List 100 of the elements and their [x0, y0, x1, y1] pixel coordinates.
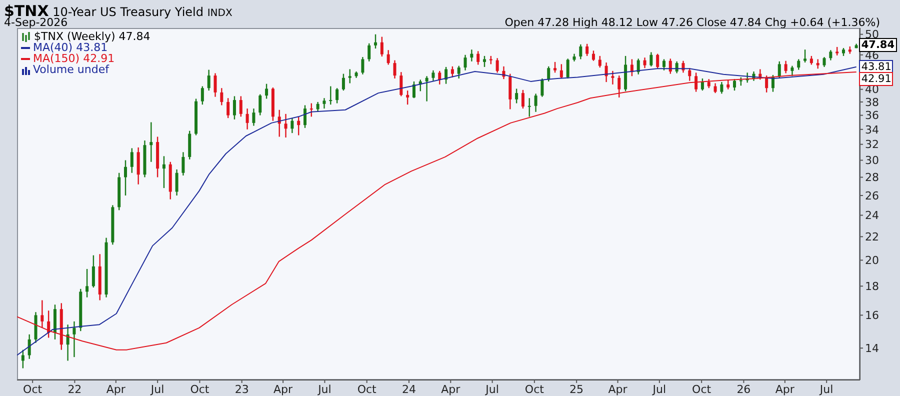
- x-tick-label: Oct: [524, 382, 545, 396]
- candlestick: [200, 86, 204, 106]
- candlestick: [540, 78, 544, 98]
- candlestick: [700, 78, 704, 92]
- candlestick: [130, 148, 134, 174]
- candlestick: [342, 73, 345, 92]
- candlestick: [650, 52, 653, 67]
- candlestick: [822, 56, 826, 68]
- candlestick: [361, 56, 364, 75]
- candlestick: [150, 122, 153, 162]
- candlestick: [515, 88, 518, 104]
- candlestick: [778, 60, 781, 78]
- candlestick: [476, 50, 480, 66]
- candlestick: [232, 96, 236, 120]
- candlestick: [393, 60, 396, 80]
- candlestick: [586, 43, 589, 57]
- x-tick-label: Apr: [274, 382, 294, 396]
- candlestick: [720, 81, 724, 94]
- candlestick: [329, 86, 332, 106]
- x-tick-label: 25: [570, 382, 584, 396]
- candlestick: [707, 78, 710, 89]
- candlestick: [714, 82, 717, 94]
- y-tick-label: 16: [865, 309, 879, 322]
- candlestick: [220, 88, 224, 106]
- candlestick: [252, 108, 256, 126]
- y-tick-label: 38: [865, 96, 879, 109]
- y-tick-label: 34: [865, 123, 879, 136]
- candlestick: [239, 96, 242, 118]
- candlestick: [246, 108, 249, 130]
- y-tick-label: 22: [865, 230, 879, 244]
- x-tick-label: 23: [234, 382, 249, 396]
- candlestick: [611, 70, 614, 86]
- candlestick: [336, 88, 339, 104]
- candlestick: [598, 55, 602, 68]
- candlestick: [829, 50, 832, 61]
- candlestick: [136, 146, 140, 185]
- x-tick-label: Oct: [357, 382, 378, 396]
- candlestick: [464, 54, 467, 71]
- candlestick: [804, 48, 807, 64]
- candlestick: [592, 50, 595, 62]
- candlestick: [368, 42, 371, 62]
- candlestick: [28, 334, 31, 360]
- candlestick: [290, 117, 294, 134]
- candlestick: [482, 55, 486, 68]
- candlestick: [21, 349, 24, 369]
- legend-label: MA(150) 42.91: [32, 52, 116, 65]
- candlestick: [496, 58, 499, 74]
- candlestick: [284, 113, 288, 138]
- y-tick-label: 30: [865, 154, 879, 168]
- y-tick-label: 32: [865, 138, 879, 152]
- x-tick-label: Jul: [484, 382, 499, 396]
- candlestick: [265, 83, 268, 100]
- candlestick: [310, 102, 313, 118]
- x-tick-label: Jul: [150, 382, 164, 396]
- candlestick: [444, 66, 448, 84]
- candlestick: [226, 98, 230, 119]
- x-tick-label: Apr: [441, 382, 461, 396]
- x-tick-label: 22: [68, 382, 82, 396]
- candlestick: [425, 76, 428, 102]
- x-tick-label: 24: [402, 382, 416, 396]
- candlestick: [643, 56, 646, 69]
- annotation: Volume undef: [32, 63, 110, 76]
- candlestick: [534, 93, 538, 112]
- candlestick: [316, 101, 320, 112]
- x-tick-label: Apr: [106, 382, 126, 396]
- candlestick: [72, 320, 76, 358]
- candlestick: [566, 58, 570, 80]
- candlestick: [662, 58, 666, 71]
- chart-subtitle: 4-Sep-2026: [4, 16, 68, 29]
- annotation: Open 47.28 High 48.12 Low 47.26 Close 47.84 Chg +0.64 (+1.36%): [504, 16, 880, 29]
- candlestick: [579, 44, 582, 60]
- candlestick: [797, 58, 800, 70]
- candlestick: [508, 73, 512, 110]
- candlestick: [470, 48, 474, 62]
- candlestick: [790, 65, 794, 77]
- x-tick-label: Apr: [775, 382, 795, 396]
- candlestick: [618, 74, 621, 98]
- candlestick: [457, 65, 460, 80]
- candlestick: [547, 66, 550, 82]
- x-tick-label: Jul: [818, 382, 834, 396]
- y-tick-label: 36: [865, 109, 879, 122]
- candlestick: [400, 71, 403, 97]
- candlestick: [656, 53, 660, 70]
- y-tick-label: 14: [865, 342, 879, 355]
- candlestick: [182, 152, 185, 176]
- y-tick-label: 20: [865, 254, 879, 268]
- x-tick-label: Oct: [23, 382, 43, 396]
- candlestick: [175, 168, 178, 196]
- annotation: 47.84: [859, 38, 897, 52]
- legend-label: MA(40) 43.81: [32, 41, 108, 54]
- x-tick-label: Jul: [652, 382, 666, 396]
- candlestick: [207, 69, 210, 92]
- x-tick-label: Apr: [608, 382, 628, 396]
- candlestick: [386, 50, 390, 66]
- y-tick-label: 28: [865, 171, 879, 184]
- candlestick: [297, 116, 300, 136]
- candlestick: [554, 61, 557, 74]
- candlestick: [784, 60, 788, 74]
- annotation: 43.81: [859, 60, 894, 74]
- candlestick: [528, 98, 531, 118]
